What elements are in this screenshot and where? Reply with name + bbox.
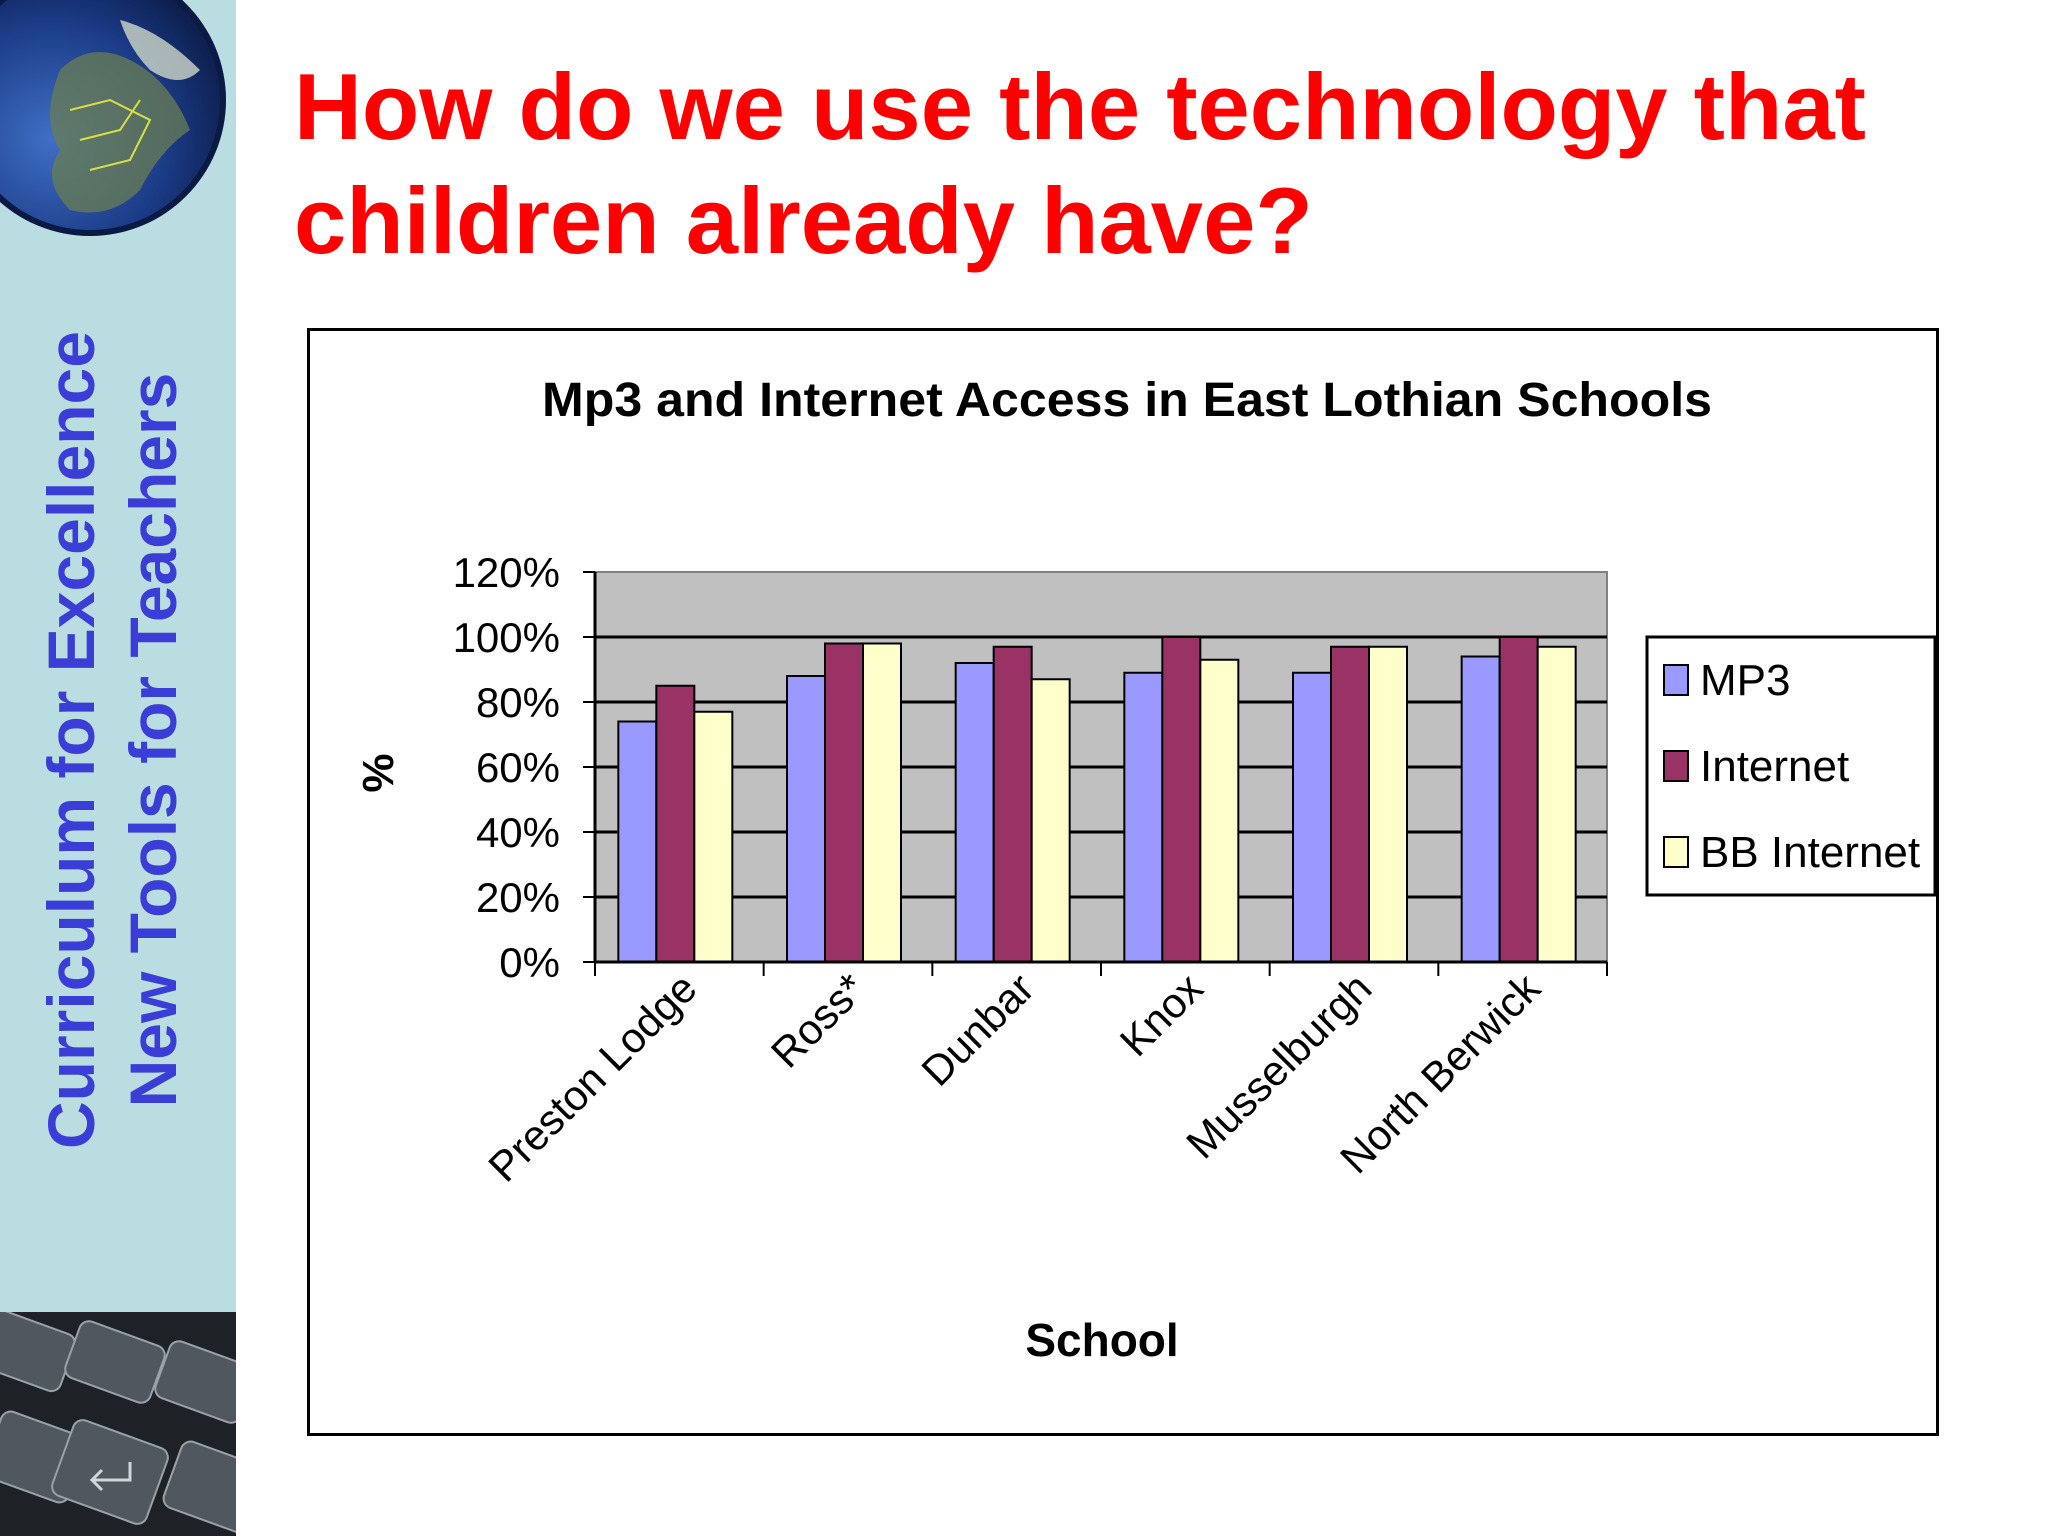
globe-image xyxy=(0,0,226,236)
sidebar-line-2: New Tools for Teachers xyxy=(116,372,190,1108)
slide-title-line-1: How do we use the technology that xyxy=(294,54,1866,159)
bar-mp3 xyxy=(786,675,826,963)
bar-mp3 xyxy=(617,720,658,963)
y-tick-label: 60% xyxy=(476,744,560,791)
bar-internet xyxy=(1498,636,1539,963)
y-tick-label: 100% xyxy=(453,614,560,661)
bar-mp3 xyxy=(1123,671,1164,963)
legend-swatch xyxy=(1663,664,1689,696)
bar-mp3 xyxy=(954,662,995,963)
slide-title: How do we use the technology that childr… xyxy=(294,50,2014,278)
bar-chart: Mp3 and Internet Access in East Lothian … xyxy=(354,374,1936,1366)
bar-mp3 xyxy=(1292,671,1332,963)
x-tick-label: Dunbar xyxy=(912,964,1043,1095)
chart-title: Mp3 and Internet Access in East Lothian … xyxy=(542,374,1712,427)
bar-mp3 xyxy=(1460,655,1501,963)
bar-bb-internet xyxy=(1536,645,1577,963)
enter-key-icon xyxy=(89,1462,132,1492)
x-tick-label: Preston Lodge xyxy=(479,964,705,1190)
legend-label: MP3 xyxy=(1700,656,1790,705)
sidebar: Curriculum for Excellence New Tools for … xyxy=(0,0,236,1536)
x-tick-label: Knox xyxy=(1111,964,1212,1065)
chart-frame: Mp3 and Internet Access in East Lothian … xyxy=(307,328,1939,1436)
legend-label: BB Internet xyxy=(1700,828,1920,877)
y-axis-label: % xyxy=(354,753,403,792)
bar-internet xyxy=(1330,645,1370,963)
x-axis-label: School xyxy=(1025,1314,1178,1366)
legend-swatch xyxy=(1663,836,1689,868)
bar-bb-internet xyxy=(862,642,902,963)
bar-internet xyxy=(1161,636,1202,963)
sidebar-line-1: Curriculum for Excellence xyxy=(34,331,108,1149)
y-tick-label: 20% xyxy=(476,874,560,921)
legend: MP3 Internet BB Internet xyxy=(1645,635,1936,897)
legend-box xyxy=(1645,635,1936,897)
y-tick-label: 40% xyxy=(476,809,560,856)
bar-bb-internet xyxy=(1368,645,1408,963)
bar-internet xyxy=(992,645,1033,963)
y-tick-label: 120% xyxy=(453,549,560,596)
sidebar-caption: Curriculum for Excellence New Tools for … xyxy=(30,240,194,1240)
bar-bb-internet xyxy=(1199,658,1240,963)
x-tick-label: Ross* xyxy=(762,964,874,1076)
bar-bb-internet xyxy=(1030,678,1071,963)
bar-bb-internet xyxy=(693,710,734,963)
keyboard-image xyxy=(0,1312,236,1536)
y-tick-label: 0% xyxy=(499,939,560,986)
y-tick-label: 80% xyxy=(476,679,560,726)
legend-label: Internet xyxy=(1700,742,1849,791)
legend-swatch xyxy=(1663,750,1689,782)
bar-internet xyxy=(824,642,864,963)
slide-title-line-2: children already have? xyxy=(294,168,1313,273)
bar-internet xyxy=(655,684,696,963)
